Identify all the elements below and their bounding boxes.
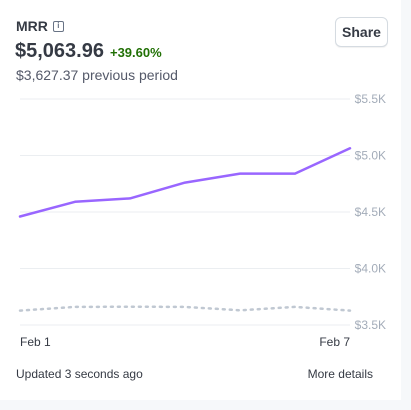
metric-header: MRR i <box>16 18 64 34</box>
metric-change-badge: +39.60% <box>109 45 162 60</box>
metric-value: $5,063.96 <box>15 40 104 62</box>
current-period-line <box>18 147 352 218</box>
y-tick-label: $4.0K <box>355 262 386 276</box>
updated-timestamp: Updated 3 seconds ago <box>16 367 143 381</box>
y-tick-label: $5.0K <box>355 149 386 163</box>
info-icon[interactable]: i <box>52 20 64 32</box>
share-button[interactable]: Share <box>335 17 388 47</box>
y-tick-label: $3.5K <box>355 318 386 332</box>
y-tick-label: $5.5K <box>355 92 386 106</box>
mrr-card: MRR i $5,063.96 +39.60% $3,627.37 previo… <box>15 17 388 381</box>
previous-period-value: $3,627.37 previous period <box>16 67 178 83</box>
y-tick-label: $4.5K <box>355 205 386 219</box>
metric-title: MRR <box>16 18 48 34</box>
x-tick-label: Feb 7 <box>319 335 350 349</box>
previous-period-line <box>18 305 352 312</box>
more-details-link[interactable]: More details <box>307 367 373 381</box>
mrr-chart: $3.5K $4.0K $4.5K $5.0K $5.5K Feb 1 Feb 7 <box>18 92 386 349</box>
metric-row: $5,063.96 +39.60% <box>15 40 162 63</box>
x-tick-label: Feb 1 <box>20 335 51 349</box>
